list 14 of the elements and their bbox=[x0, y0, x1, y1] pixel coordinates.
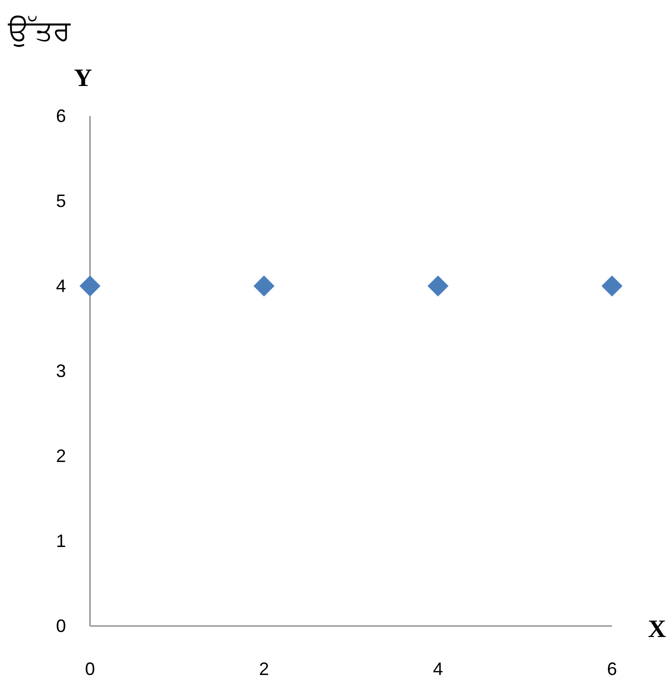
x-axis-title: X bbox=[648, 616, 666, 643]
y-tick-label: 1 bbox=[56, 531, 66, 551]
y-tick-label: 6 bbox=[56, 106, 66, 126]
x-tick-label: 4 bbox=[432, 659, 444, 679]
x-tick-label: 0 bbox=[84, 659, 96, 679]
x-tick-label: 2 bbox=[258, 659, 270, 679]
y-tick-label: 2 bbox=[56, 446, 66, 466]
y-tick-label: 5 bbox=[56, 191, 66, 211]
y-axis-title: Y bbox=[74, 65, 92, 92]
y-tick-label: 0 bbox=[56, 616, 66, 636]
chart-title: ਉੱਤਰ bbox=[7, 15, 71, 47]
y-tick-label: 4 bbox=[56, 276, 66, 296]
x-tick-label: 6 bbox=[606, 659, 618, 679]
y-tick-label: 3 bbox=[56, 361, 66, 381]
